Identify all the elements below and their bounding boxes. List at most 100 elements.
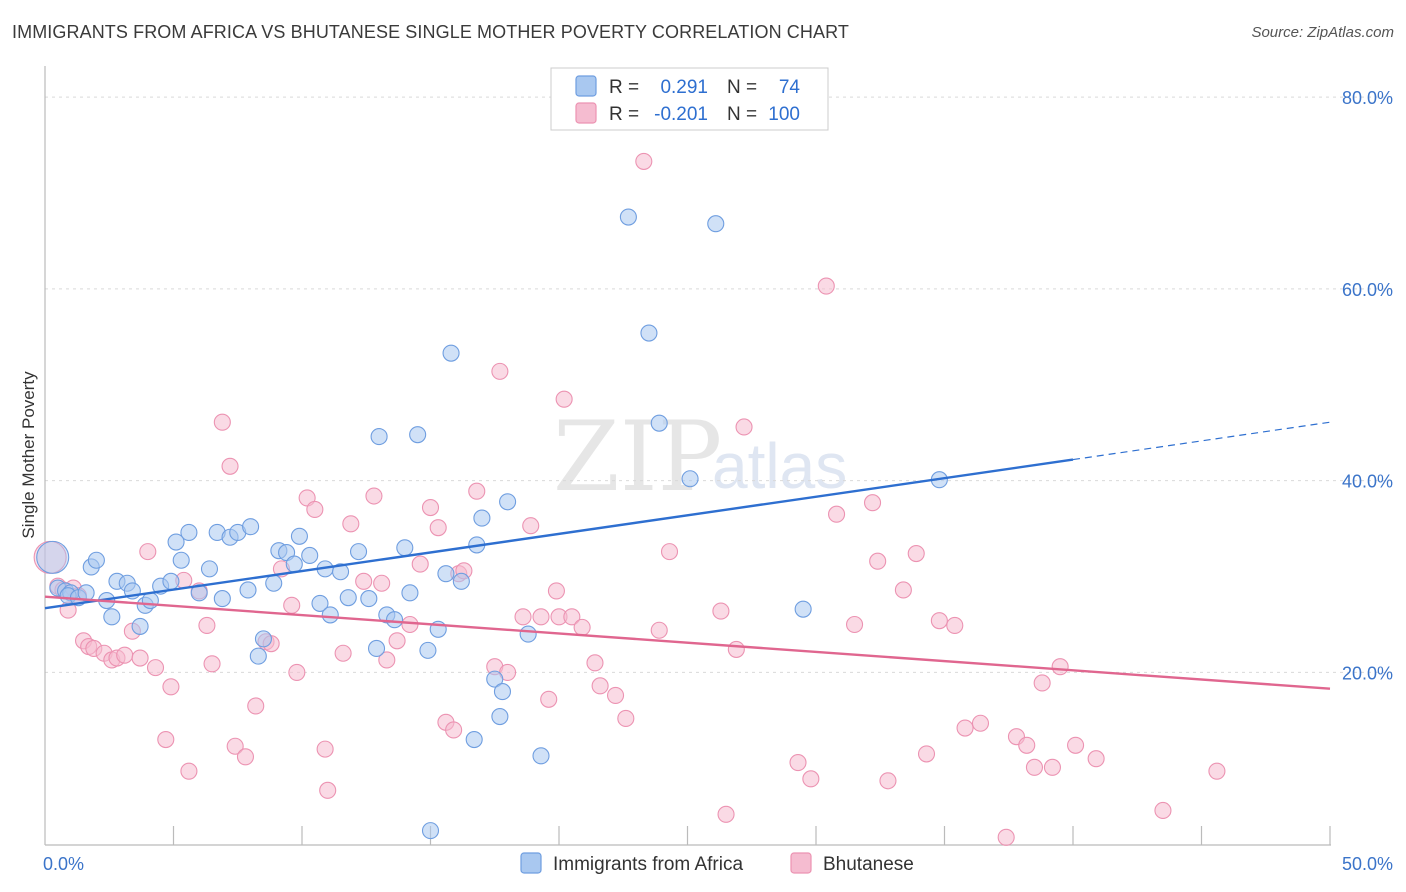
data-point	[213, 590, 231, 608]
series-legend: Immigrants from Africa Bhutanese	[520, 852, 914, 875]
data-point	[863, 494, 882, 512]
data-point	[442, 344, 460, 362]
data-point	[650, 414, 668, 432]
legend-n-label-1: N =	[727, 77, 757, 98]
data-point	[331, 563, 350, 581]
x-tick-label: 50.0%	[1342, 854, 1393, 874]
data-point	[681, 470, 699, 488]
data-point	[845, 615, 864, 634]
correlation-legend: R = 0.291 N = 74 R = -0.201 N = 100	[550, 67, 829, 131]
data-point	[789, 753, 807, 772]
data-point	[355, 572, 373, 590]
data-point	[116, 646, 134, 664]
legend-swatch-blue	[575, 75, 597, 97]
data-point	[617, 709, 635, 727]
data-point	[619, 208, 637, 226]
chart-title: IMMIGRANTS FROM AFRICA VS BHUTANESE SING…	[12, 22, 849, 42]
data-point	[1043, 758, 1061, 776]
data-point	[378, 651, 396, 669]
data-point	[828, 505, 846, 523]
legend-n-value-1: 74	[779, 77, 801, 98]
data-point	[200, 560, 219, 578]
data-point	[180, 762, 198, 780]
legend-label-bhutanese: Bhutanese	[823, 854, 914, 875]
data-point	[301, 546, 319, 565]
data-point	[894, 581, 912, 599]
data-point	[283, 596, 301, 614]
data-point	[290, 527, 308, 545]
data-point	[869, 552, 887, 570]
legend-r-label-2: R =	[609, 104, 639, 125]
gridlines	[45, 96, 1392, 673]
data-point	[411, 555, 429, 573]
data-point	[1018, 736, 1036, 754]
data-point	[499, 493, 517, 511]
data-point	[367, 639, 386, 658]
data-point	[131, 649, 149, 667]
data-point	[1087, 750, 1105, 768]
data-point	[591, 677, 609, 695]
data-point	[339, 589, 357, 607]
data-point	[254, 630, 273, 648]
data-point	[707, 215, 725, 233]
data-point	[717, 805, 735, 823]
data-point	[360, 590, 378, 608]
data-point	[956, 719, 974, 737]
data-point	[396, 539, 414, 557]
data-point	[532, 608, 550, 626]
data-point	[802, 770, 820, 788]
axes	[44, 66, 1331, 846]
y-tick-label: 60.0%	[1342, 280, 1393, 300]
data-point	[946, 616, 964, 634]
data-point	[532, 747, 550, 765]
data-point	[555, 390, 573, 408]
legend-r-value-2: -0.201	[654, 104, 708, 125]
data-point	[319, 781, 337, 799]
data-point	[77, 584, 95, 602]
data-point	[419, 641, 437, 659]
data-point	[1067, 736, 1085, 754]
data-point	[265, 574, 283, 592]
data-point	[491, 707, 509, 726]
data-point	[242, 518, 260, 536]
data-point	[370, 428, 388, 446]
data-point	[650, 621, 668, 639]
x-tick-labels: 0.0% 50.0%	[43, 854, 1393, 874]
data-point	[727, 640, 745, 658]
data-point	[146, 659, 165, 677]
legend-r-value-1: 0.291	[660, 77, 708, 98]
data-point	[162, 678, 180, 696]
data-point	[409, 426, 427, 444]
data-point	[103, 608, 121, 626]
data-point	[712, 602, 730, 620]
data-point	[907, 544, 925, 563]
data-point	[388, 632, 406, 650]
trend-line-africa-extension	[1072, 421, 1331, 461]
data-point	[660, 543, 679, 561]
trend-line-bhutanese	[44, 595, 1331, 690]
data-point	[606, 686, 625, 704]
data-point	[36, 540, 70, 574]
y-tick-label: 80.0%	[1342, 88, 1393, 108]
data-point	[997, 828, 1015, 846]
data-point	[349, 543, 368, 561]
data-point	[221, 457, 239, 475]
data-point	[817, 277, 835, 295]
data-point	[172, 551, 190, 569]
data-point	[473, 509, 491, 527]
data-point	[540, 690, 558, 708]
data-point	[288, 663, 306, 681]
watermark-zip: ZIP	[553, 401, 722, 513]
data-point	[1154, 801, 1172, 820]
data-point	[971, 714, 990, 732]
data-point	[519, 625, 537, 643]
data-point	[930, 612, 948, 630]
data-point	[1033, 674, 1051, 692]
data-point	[493, 683, 512, 701]
y-axis-label: Single Mother Poverty	[19, 371, 38, 539]
data-point	[635, 152, 653, 170]
data-point	[735, 418, 753, 436]
data-point	[321, 606, 339, 624]
data-point	[1051, 658, 1069, 676]
